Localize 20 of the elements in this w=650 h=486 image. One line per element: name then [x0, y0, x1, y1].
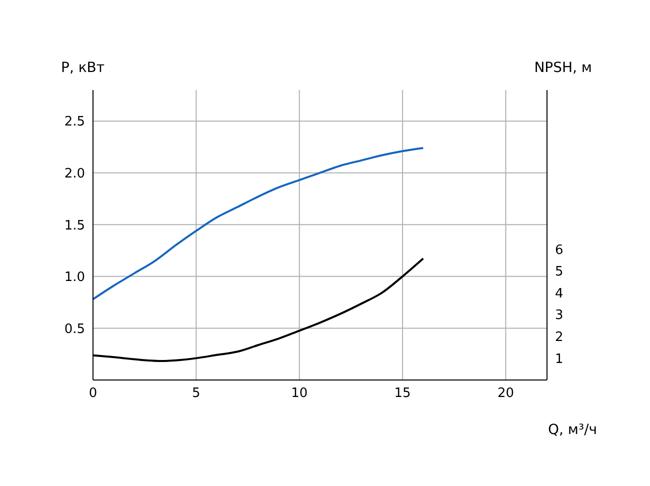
y2-tick-label: 1 — [555, 352, 564, 367]
y-tick-label: 1.0 — [64, 270, 85, 286]
y-tick-label: 2.0 — [64, 166, 85, 182]
x-tick-label: 20 — [497, 386, 514, 402]
y-tick-label: 0.5 — [64, 322, 85, 337]
y2-tick-label: 4 — [555, 286, 564, 302]
x-tick-label: 10 — [291, 386, 308, 402]
y2-tick-label: 5 — [555, 264, 564, 280]
y-axis-title: P, кВт — [61, 60, 105, 76]
y2-axis-title: NPSH, м — [534, 60, 592, 76]
x-axis-title: Q, м³/ч — [548, 422, 598, 438]
y-tick-label: 2.5 — [64, 114, 85, 130]
x-tick-label: 15 — [394, 386, 411, 402]
y2-tick-label: 3 — [555, 308, 564, 324]
line-series — [93, 147, 424, 300]
x-tick-label: 5 — [192, 386, 200, 402]
y-tick-label: 1.5 — [64, 218, 85, 234]
x-tick-label: 0 — [88, 386, 98, 402]
y2-tick-label: 2 — [555, 330, 564, 346]
y2-tick-label: 6 — [555, 242, 564, 258]
